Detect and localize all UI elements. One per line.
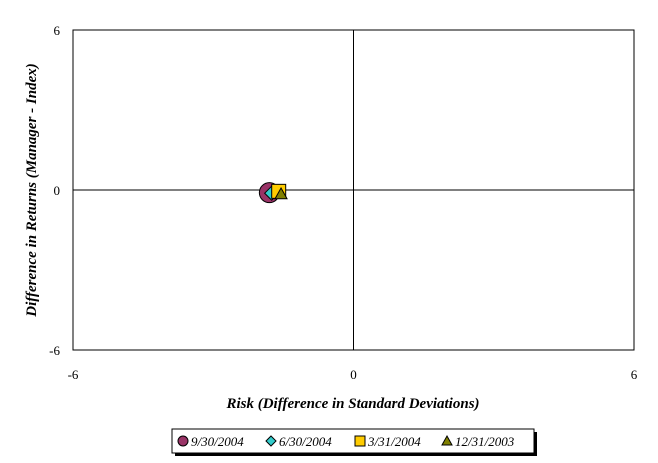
legend-marker-diamond [265, 435, 277, 447]
legend-label: 12/31/2003 [455, 434, 515, 449]
legend-marker-circle [177, 435, 189, 447]
y-tick-label: 0 [54, 183, 61, 198]
data-point-triangle [274, 186, 288, 200]
x-tick-label: 6 [631, 367, 638, 382]
legend: 9/30/2004 6/30/2004 3/31/2004 12/31/2003 [171, 428, 537, 456]
x-axis-title: Risk (Difference in Standard Deviations) [225, 396, 479, 412]
y-tick-label: 6 [54, 23, 61, 38]
legend-marker-triangle [441, 434, 453, 446]
legend-marker-square [354, 435, 366, 447]
legend-box [171, 428, 535, 454]
x-tick-label: 0 [350, 367, 357, 382]
x-tick-label: -6 [68, 367, 79, 382]
y-axis-title: Difference in Returns (Manager - Index) [24, 63, 40, 317]
legend-label: 6/30/2004 [279, 434, 332, 449]
legend-label: 3/31/2004 [367, 434, 421, 449]
legend-label: 9/30/2004 [191, 434, 244, 449]
y-tick-label: -6 [49, 343, 60, 358]
data-points [258, 182, 288, 204]
